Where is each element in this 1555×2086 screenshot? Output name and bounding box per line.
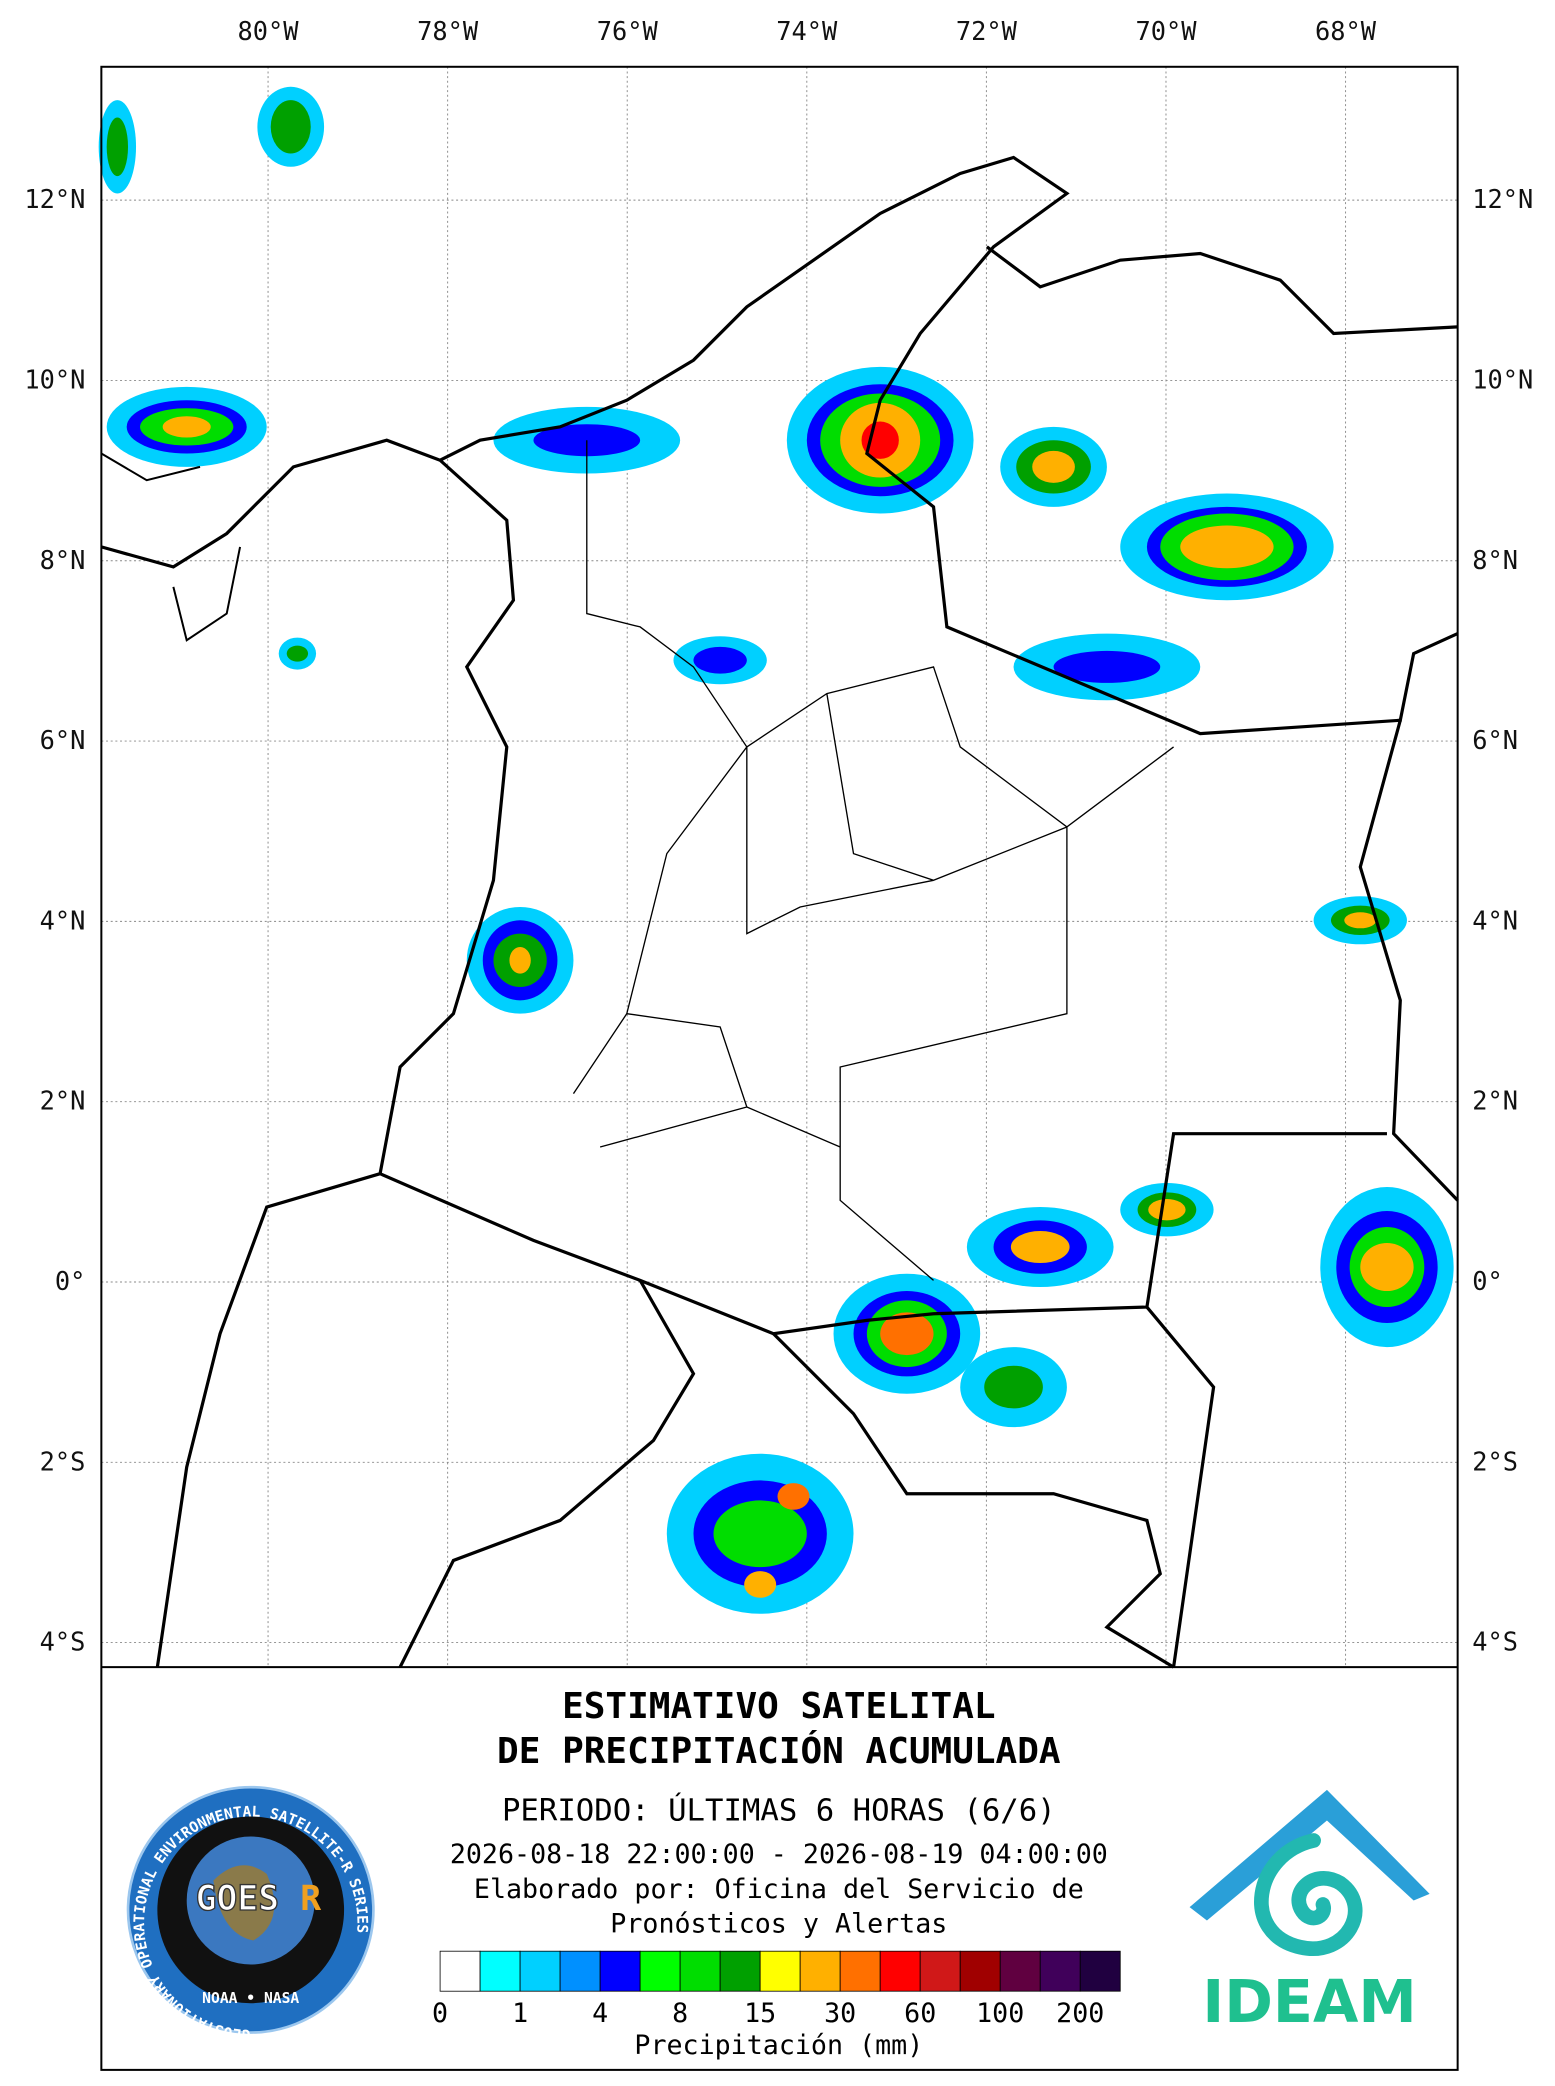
legend-swatch [479,1950,521,1992]
legend-swatch [599,1950,641,1992]
frame [100,65,1459,2071]
lon-label: 72°W [956,16,1018,46]
lat-label: 2°N [40,1086,86,1116]
legend-swatch [879,1950,921,1992]
legend-swatch [519,1950,561,1992]
legend-tick-label: 15 [744,1998,776,2029]
legend-tick-label: 200 [1056,1998,1104,2029]
legend-swatch [999,1950,1041,1992]
coastlines [100,155,1459,1669]
goes-name: GOES [196,1879,279,1919]
lat-label: 6°N [40,725,86,755]
ideam-name: IDEAM [1202,1968,1416,2036]
legend-swatch [959,1950,1001,1992]
lon-label: 76°W [597,16,659,46]
legend-swatch [719,1950,761,1992]
credit: Elaborado por: Oficina del Servicio de [474,1874,1084,1905]
lat-label: 0° [55,1266,85,1296]
legend-title: Precipitación (mm) [634,2030,923,2061]
legend-swatch [1039,1950,1081,1992]
title-line: ESTIMATIVO SATELITAL [562,1686,995,1727]
title-line: DE PRECIPITACIÓN ACUMULADA [497,1730,1061,1772]
lat-label: 4°N [40,905,86,935]
legend-swatch [679,1950,721,1992]
goes-logo: GEOSTATIONARY OPERATIONAL ENVIRONMENTAL … [126,1785,375,2043]
graticule [101,66,1458,1668]
lat-label: 8°N [1472,545,1518,575]
legend-tick-label: 8 [672,1998,688,2029]
color-legend: 0 1 4 8 15 30 60 100 200 [432,1950,1121,2029]
goes-agencies: NOAA • NASA [202,1990,299,2007]
lat-label: 2°N [1472,1086,1518,1116]
lat-label: 10°N [24,364,85,394]
lat-label: 4°S [1472,1627,1518,1657]
legend-tick-label: 1 [512,1998,528,2029]
lat-label: 6°N [1472,725,1518,755]
legend-tick-label: 100 [976,1998,1024,2029]
legend-tick-label: 60 [904,1998,936,2029]
ideam-logo: IDEAM [1189,1789,1430,2036]
legend-swatch [759,1950,801,1992]
goes-r: R [300,1879,321,1919]
legend-swatch [919,1950,961,1992]
legend-swatch [559,1950,601,1992]
legend-swatch [1079,1950,1121,1992]
legend-tick-label: 0 [432,1998,448,2029]
lat-label: 2°S [40,1446,86,1476]
lon-label: 68°W [1315,16,1377,46]
lon-label: 78°W [417,16,479,46]
legend-swatch [799,1950,841,1992]
lat-label: 2°S [1472,1446,1518,1476]
lat-label: 12°N [1472,184,1533,214]
period: PERIODO: ÚLTIMAS 6 HORAS (6/6) [502,1792,1056,1829]
lat-label: 10°N [1472,364,1533,394]
lon-label: 80°W [238,16,300,46]
lat-label: 4°N [1472,905,1518,935]
legend-tick-label: 4 [592,1998,608,2029]
legend-swatch [639,1950,681,1992]
lat-label: 0° [1472,1266,1503,1296]
dates: 2026-08-18 22:00:00 - 2026-08-19 04:00:0… [450,1839,1108,1870]
credit: Pronósticos y Alertas [610,1909,947,1940]
legend-tick-label: 30 [824,1998,856,2029]
lat-label: 8°N [40,545,86,575]
legend-swatch [439,1950,481,1992]
lon-label: 70°W [1135,16,1197,46]
lat-label: 12°N [24,184,85,214]
lon-label: 74°W [776,16,838,46]
lat-label: 4°S [40,1627,86,1657]
legend-swatch [839,1950,881,1992]
